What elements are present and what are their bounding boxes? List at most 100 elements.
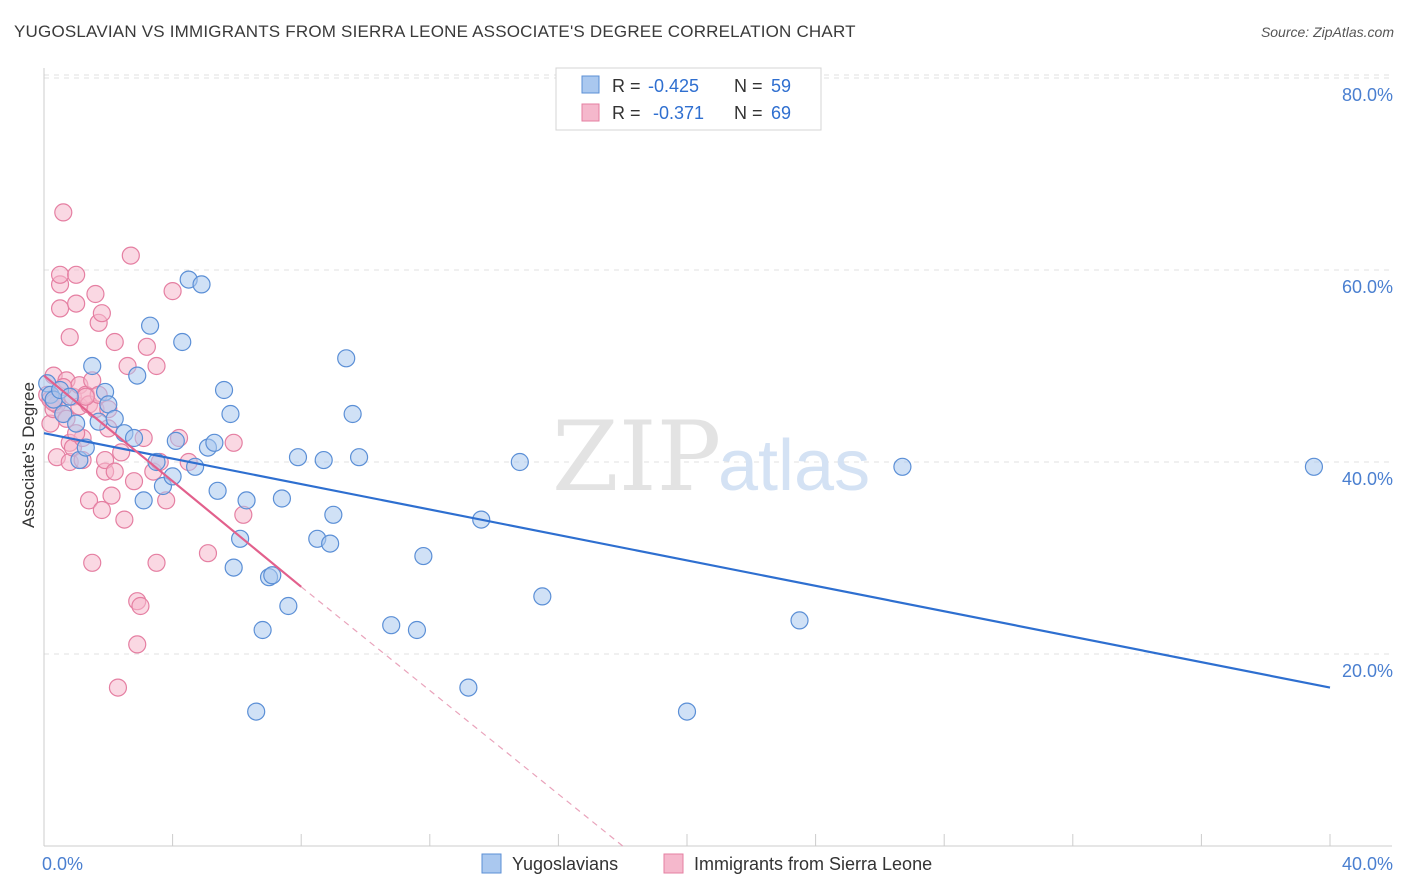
sierra-leone-point-63	[224, 433, 243, 452]
series-legend: Yugoslavians Immigrants from Sierra Leon…	[481, 853, 932, 874]
yugoslavian-point-32	[224, 558, 243, 577]
yugoslavian-point-58	[893, 457, 912, 476]
stats-n-label-1: N =	[734, 76, 763, 96]
trend-line-sierra-leone	[43, 374, 302, 588]
yugoslavian-point-57	[790, 611, 809, 630]
sierra-leone-point-51	[131, 596, 150, 616]
yugoslavian-point-29	[208, 481, 227, 500]
stats-r-value-2: -0.371	[653, 103, 704, 123]
yugoslavian-point-50	[407, 620, 427, 640]
series-label-yugoslavians: Yugoslavians	[512, 854, 618, 874]
sierra-leone-point-62	[198, 544, 218, 563]
sierra-leone-point-43	[108, 678, 128, 697]
series-label-sierra-leone: Immigrants from Sierra Leone	[694, 854, 932, 874]
yugoslavian-point-23	[173, 332, 192, 352]
y-tick-label-1: 40.0%	[1342, 469, 1393, 489]
yugoslavian-point-17	[134, 491, 153, 510]
yugoslavian-point-43	[314, 450, 333, 470]
points-yugoslavians	[38, 270, 1324, 721]
sierra-leone-point-56	[147, 356, 166, 376]
sierra-leone-point-59	[163, 282, 182, 301]
yugoslavian-point-41	[288, 448, 308, 467]
sierra-leone-point-28	[83, 553, 102, 572]
axes	[43, 68, 1392, 847]
yugoslavian-point-44	[321, 534, 340, 553]
sierra-leone-point-10	[54, 203, 73, 222]
yugoslavian-point-38	[263, 566, 282, 585]
sierra-leone-point-50	[128, 635, 147, 654]
yugoslavian-point-48	[349, 448, 369, 467]
trend-line-sierra-leone-extrapolated	[300, 586, 624, 847]
sierra-leone-point-35	[92, 304, 111, 323]
sierra-leone-point-48	[124, 472, 144, 491]
yugoslavian-point-31	[221, 404, 240, 424]
stats-n-label-2: N =	[734, 103, 763, 123]
chart-title: YUGOSLAVIAN VS IMMIGRANTS FROM SIERRA LE…	[14, 22, 856, 41]
stats-r-label-1: R =	[612, 76, 641, 96]
series-swatch-sierra-leone	[663, 853, 684, 874]
yugoslavian-point-34	[237, 491, 256, 510]
yugoslavian-point-51	[414, 546, 433, 566]
sierra-leone-point-45	[115, 510, 134, 529]
yugoslavian-point-35	[247, 702, 266, 721]
yugoslavian-point-49	[382, 616, 401, 635]
sierra-leone-point-40	[102, 486, 121, 505]
tick-labels: 20.0% 40.0% 60.0% 80.0% 0.0% 40.0%	[42, 85, 1393, 874]
yugoslavian-point-30	[214, 380, 234, 400]
legend-swatch-blue	[581, 75, 600, 94]
sierra-leone-point-31	[86, 284, 105, 304]
legend-swatch-pink	[581, 103, 600, 122]
yugoslavian-point-55	[533, 587, 552, 606]
yugoslavian-point-47	[343, 404, 362, 424]
stats-n-value-2: 69	[771, 103, 791, 123]
sierra-leone-point-14	[60, 328, 79, 347]
yugoslavian-point-59	[1304, 457, 1324, 476]
sierra-leone-point-9	[50, 265, 70, 284]
sierra-leone-point-53	[137, 337, 156, 356]
yugoslavian-point-28	[205, 433, 224, 452]
yugoslavian-point-56	[677, 702, 697, 721]
sierra-leone-point-55	[147, 553, 166, 572]
yugoslavian-point-16	[128, 366, 147, 385]
y-tick-label-3: 80.0%	[1342, 85, 1393, 105]
watermark: ZIP atlas	[552, 401, 870, 513]
y-tick-label-0: 20.0%	[1342, 661, 1393, 681]
sierra-leone-point-20	[67, 294, 86, 313]
y-tick-label-2: 60.0%	[1342, 277, 1393, 297]
yugoslavian-point-6	[67, 414, 86, 433]
yugoslavian-point-39	[272, 489, 292, 508]
yugoslavian-point-36	[253, 620, 272, 640]
watermark-atlas: atlas	[718, 426, 870, 506]
yugoslavian-point-45	[324, 505, 343, 524]
yugoslavian-point-22	[166, 431, 185, 450]
sierra-leone-point-27	[79, 491, 99, 510]
stats-legend: R = -0.425 N = 59 R = -0.371 N = 69	[555, 67, 822, 131]
trend-lines	[43, 374, 1331, 847]
sierra-leone-point-41	[105, 332, 124, 352]
yugoslavian-point-18	[140, 316, 160, 335]
yugoslavian-point-40	[279, 596, 298, 616]
sierra-leone-point-68	[76, 387, 95, 406]
yugoslavian-point-52	[459, 678, 478, 697]
sierra-leone-point-7	[50, 299, 70, 318]
trend-line-yugoslavians	[43, 432, 1331, 689]
watermark-zip: ZIP	[552, 401, 721, 513]
yugoslavian-point-4	[54, 404, 73, 424]
yugoslavian-point-54	[510, 452, 529, 472]
sierra-leone-point-19	[67, 265, 86, 284]
yugoslavian-point-46	[337, 349, 356, 368]
yugoslavian-point-13	[105, 409, 124, 428]
stats-r-value-1: -0.425	[648, 76, 699, 96]
x-tick-label-0: 0.0%	[42, 854, 83, 874]
source-credit: Source: ZipAtlas.com	[1260, 24, 1394, 40]
sierra-leone-point-34	[92, 500, 111, 520]
yugoslavian-point-15	[124, 428, 144, 448]
y-axis-title: Associate's Degree	[19, 382, 38, 528]
yugoslavian-point-9	[83, 356, 102, 376]
stats-r-label-2: R =	[612, 103, 641, 123]
x-tick-label-1: 40.0%	[1342, 854, 1393, 874]
series-swatch-yugoslavians	[481, 853, 502, 874]
sierra-leone-point-42	[105, 462, 124, 481]
yugoslavian-point-26	[192, 275, 211, 294]
